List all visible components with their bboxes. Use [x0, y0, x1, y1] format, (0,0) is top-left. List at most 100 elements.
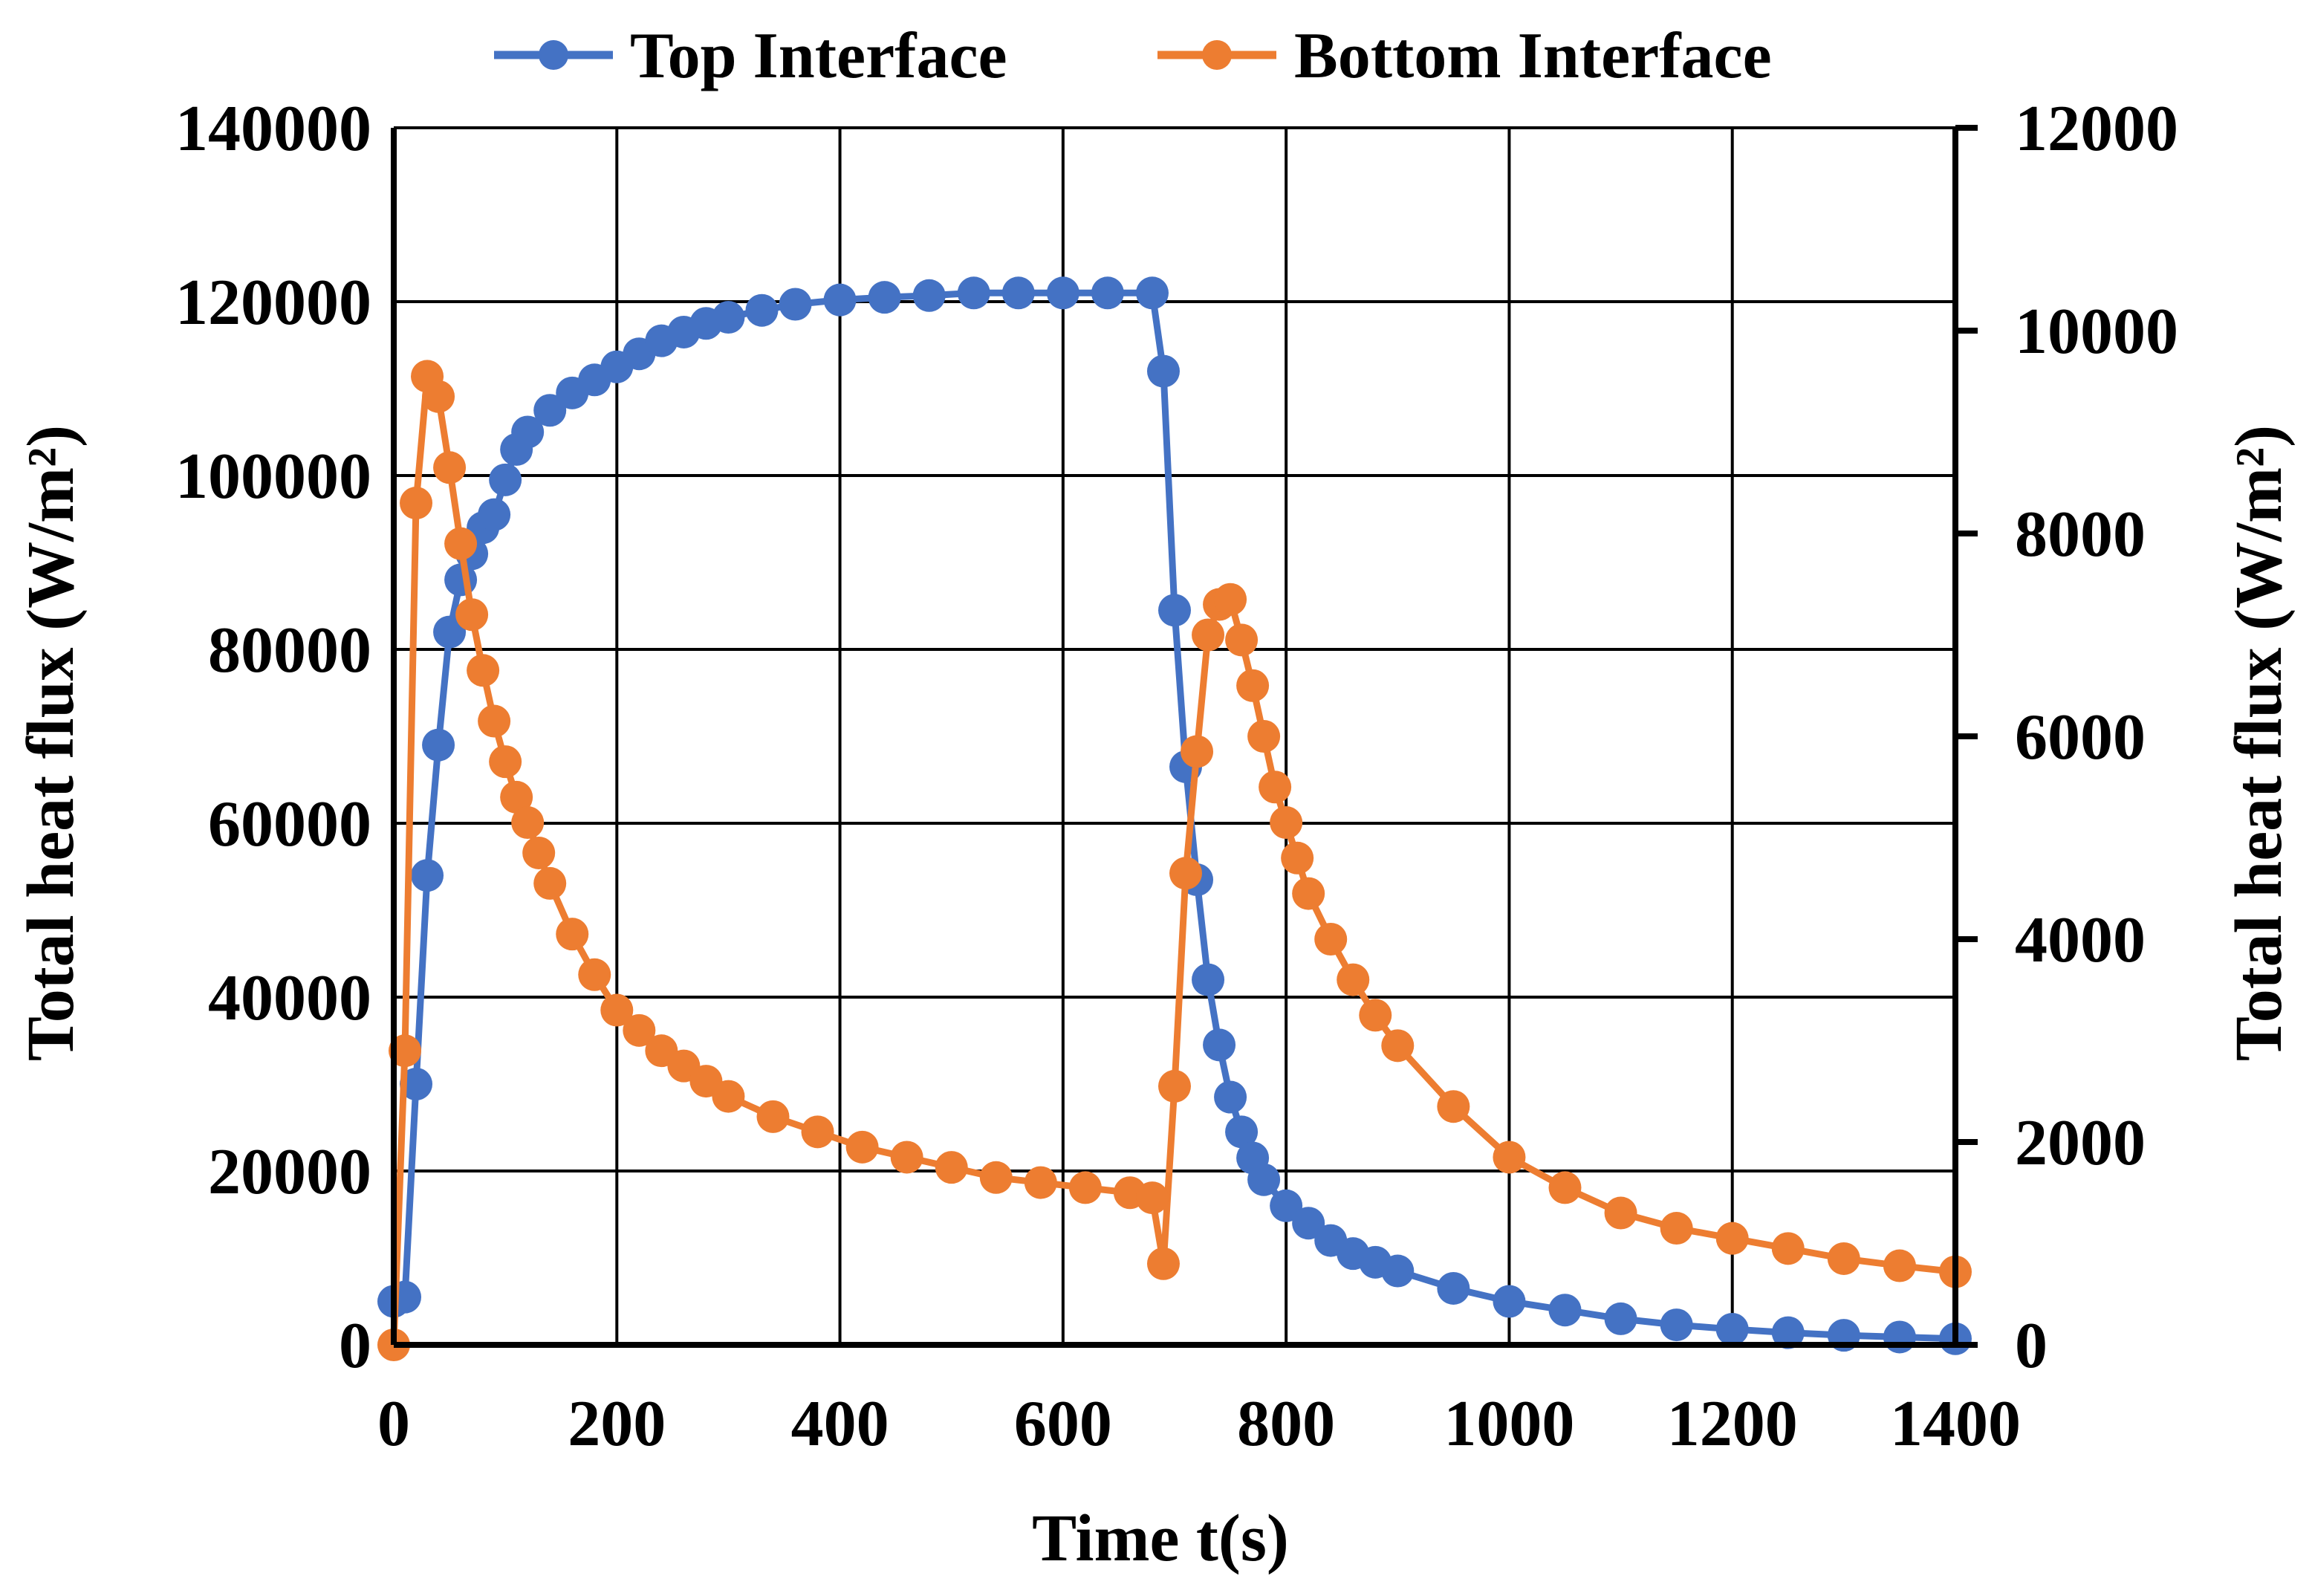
y-right-tick-label: 2000	[2015, 1107, 2146, 1179]
data-point	[1292, 1207, 1325, 1240]
data-point	[1247, 720, 1281, 753]
data-point	[1158, 594, 1191, 627]
data-point	[1292, 877, 1325, 910]
y-left-tick-label: 140000	[175, 93, 371, 165]
y-right-tick-label: 8000	[2015, 499, 2146, 571]
x-tick-label: 1000	[1444, 1388, 1574, 1460]
data-point	[845, 1130, 879, 1164]
legend-label-bottom: Bottom Interface	[1294, 20, 1772, 92]
y-left-tick-label: 20000	[208, 1136, 371, 1208]
series-layer	[377, 276, 1972, 1361]
axes	[391, 125, 1978, 1348]
x-tick-label: 800	[1237, 1388, 1335, 1460]
data-point	[1437, 1271, 1470, 1305]
data-point	[433, 451, 467, 484]
y-axis-title-left: Total heat flux (W/m²)	[14, 425, 88, 1061]
data-point	[823, 283, 857, 317]
data-point	[500, 780, 533, 814]
data-point	[1158, 1069, 1191, 1103]
data-point	[400, 1068, 433, 1100]
data-point	[533, 866, 567, 900]
data-point	[779, 288, 812, 321]
data-point	[533, 394, 567, 427]
data-point	[935, 1151, 968, 1184]
data-point	[1091, 276, 1124, 310]
series-line	[392, 289, 1956, 1343]
data-point	[1604, 1302, 1637, 1335]
data-point	[979, 1161, 1013, 1194]
data-point	[1314, 923, 1348, 956]
data-point	[712, 1080, 745, 1113]
data-point	[444, 527, 478, 560]
y-left-tick-label: 0	[339, 1310, 371, 1382]
data-point	[455, 598, 489, 632]
y-right-tick-label: 6000	[2015, 701, 2146, 773]
data-point	[868, 281, 901, 314]
data-point	[1281, 841, 1314, 875]
data-point	[1437, 1090, 1470, 1123]
data-point	[623, 1013, 656, 1047]
data-point	[578, 958, 611, 991]
data-point	[957, 276, 990, 310]
data-point	[1146, 1247, 1180, 1280]
y-right-tick-label: 12000	[2015, 93, 2178, 165]
data-point	[478, 498, 511, 531]
data-point	[389, 1034, 422, 1068]
data-point	[1203, 1028, 1236, 1062]
y-left-tick-label: 80000	[208, 614, 371, 687]
x-tick-label: 1200	[1667, 1388, 1798, 1460]
y-right-tick-label: 4000	[2015, 904, 2146, 976]
y-right-tick-label: 0	[2015, 1310, 2048, 1382]
data-point	[1192, 963, 1225, 996]
y-right-tick-label: 10000	[2015, 296, 2178, 368]
data-point	[1771, 1232, 1805, 1265]
data-point	[890, 1141, 923, 1174]
data-point	[1493, 1141, 1526, 1174]
x-axis-title: Time t(s)	[1032, 1502, 1289, 1575]
series-line	[390, 372, 1956, 1346]
data-point	[400, 487, 433, 520]
legend-marker-top	[539, 40, 568, 70]
data-point	[1214, 1080, 1247, 1114]
data-point	[422, 728, 455, 762]
data-point	[1883, 1249, 1916, 1282]
data-point	[712, 301, 745, 334]
x-tick-label: 400	[791, 1388, 889, 1460]
data-point	[1270, 1189, 1303, 1222]
data-point	[1270, 806, 1303, 840]
y-left-tick-label: 60000	[208, 788, 371, 860]
data-point	[1236, 669, 1270, 702]
data-point	[489, 745, 522, 779]
legend-label-top: Top Interface	[630, 20, 1007, 92]
x-tick-label: 600	[1014, 1388, 1112, 1460]
series-bottom-interface	[377, 360, 1972, 1361]
y-left-tick-label: 40000	[208, 962, 371, 1034]
data-point	[1001, 276, 1035, 310]
data-point	[1135, 1181, 1169, 1215]
data-point	[1359, 999, 1392, 1032]
data-point	[1660, 1308, 1693, 1342]
data-point	[522, 836, 556, 869]
data-point	[478, 704, 511, 738]
y-axis-title-right: Total heat flux (W/m²)	[2222, 425, 2296, 1061]
data-point	[422, 380, 455, 413]
data-point	[745, 293, 779, 327]
gridlines	[392, 126, 1957, 1346]
data-point	[801, 1115, 834, 1149]
data-point	[1169, 857, 1203, 890]
data-point	[1548, 1294, 1582, 1327]
data-point	[600, 993, 634, 1027]
data-point	[912, 279, 946, 312]
data-point	[1660, 1212, 1693, 1245]
legend-marker-bottom	[1202, 40, 1232, 70]
data-point	[433, 615, 467, 649]
data-point	[1883, 1320, 1916, 1354]
data-point	[1181, 735, 1214, 768]
data-point	[1135, 276, 1169, 310]
data-point	[1068, 1171, 1102, 1204]
data-point	[1214, 583, 1247, 616]
data-point	[1381, 1029, 1415, 1063]
data-point	[1225, 1115, 1259, 1149]
data-point	[1259, 771, 1292, 804]
